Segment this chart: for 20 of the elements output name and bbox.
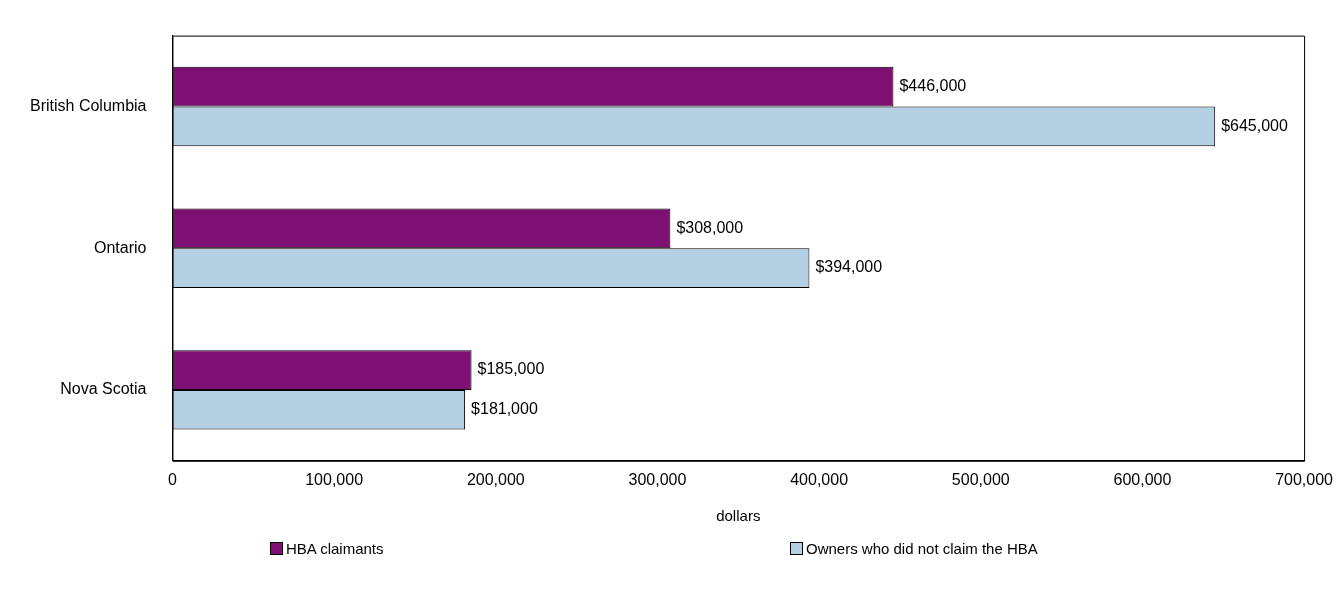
y-tick-label: Nova Scotia — [60, 380, 147, 398]
data-label: $185,000 — [477, 360, 545, 378]
y-tick-label: Ontario — [94, 238, 147, 256]
legend-label: HBA claimants — [286, 540, 384, 557]
legend-label: Owners who did not claim the HBA — [806, 540, 1038, 557]
y-tick-label: British Columbia — [30, 96, 147, 114]
data-label: $446,000 — [899, 77, 967, 95]
x-tick-label: 400,000 — [790, 470, 849, 488]
x-tick-label: 0 — [168, 470, 178, 488]
data-label: $181,000 — [471, 400, 538, 418]
x-tick-label: 500,000 — [951, 470, 1010, 488]
x-tick-label: 300,000 — [628, 470, 687, 488]
data-label: $645,000 — [1221, 116, 1289, 134]
x-axis-title: dollars — [716, 507, 761, 525]
x-tick-label: 600,000 — [1113, 470, 1172, 488]
x-tick-label: 700,000 — [1275, 470, 1334, 488]
data-label: $394,000 — [815, 258, 883, 276]
x-tick-label: 100,000 — [305, 470, 364, 488]
x-tick-label: 200,000 — [466, 470, 525, 488]
data-label: $308,000 — [676, 218, 744, 236]
